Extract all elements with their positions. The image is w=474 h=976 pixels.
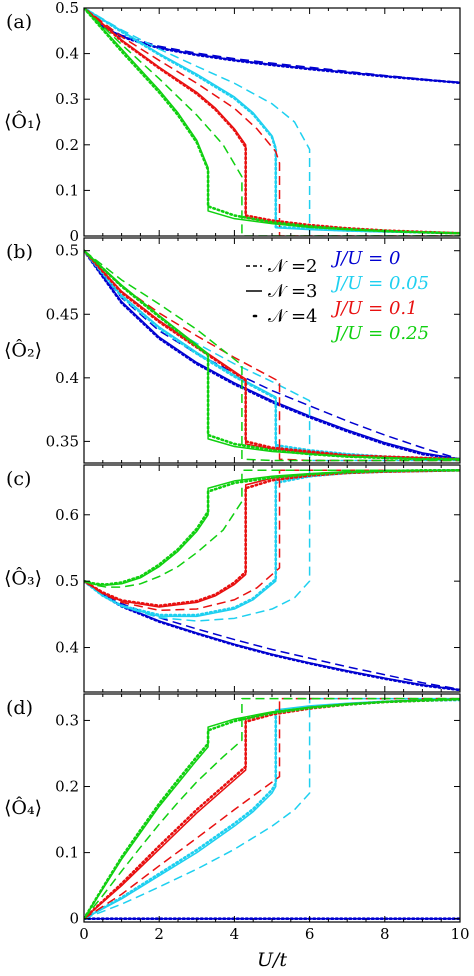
series-line [84,249,460,461]
y-tick-label: 0.1 [55,844,79,862]
series-line [84,469,460,586]
y-tick-label: 0.5 [55,0,79,17]
series-line [84,469,460,622]
panel-b: 0.35 0.4 0.45 0.5 (b) ⟨Ô₂⟩ [4,237,461,464]
series-line [84,249,460,461]
series-line [84,8,460,235]
series-group [84,8,460,236]
series-group [84,697,460,920]
series-line [84,697,460,920]
series-line [84,8,460,236]
series-line [84,469,460,608]
series-line [84,580,460,691]
series-line [84,8,460,236]
series-line [84,697,460,920]
y-tick-label: 0.35 [46,432,79,450]
series-line [84,469,460,608]
series-line [84,469,460,612]
y-tick-label: 0.5 [55,242,79,260]
y-tick-label: 0.45 [46,305,79,323]
panel-label: (d) [6,697,33,719]
series-line [84,580,460,691]
y-axis-label: ⟨Ô₄⟩ [4,796,42,819]
x-tick-label: 2 [154,925,164,943]
legend-series-label: J/U = 0.05 [330,273,429,294]
panel-label: (b) [6,241,33,263]
series-line [84,8,460,235]
legend-style-label: 𝒩 =4 [268,306,318,327]
y-tick-label: 0.6 [55,506,79,524]
series-group [84,249,460,462]
y-tick-label: 0.5 [55,572,79,590]
legend-series-label: J/U = 0.1 [330,298,418,319]
series-line [84,698,460,920]
y-tick-label: 0.3 [55,90,79,108]
y-axis-label: ⟨Ô₂⟩ [4,339,42,362]
y-tick-label: 0.2 [55,778,79,796]
x-axis-label: U/t [257,949,287,971]
legend-series-label: J/U = 0 [330,248,400,269]
y-axis-label: ⟨Ô₃⟩ [4,567,42,590]
x-tick-label: 10 [450,925,469,943]
series-line [84,250,460,460]
y-tick-label: 0 [69,227,79,245]
y-tick-label: 0.4 [55,369,79,387]
y-tick-label: 0.1 [55,181,79,199]
panel-label: (c) [6,468,31,490]
panel-d: 0 2 4 6 8 10 0 0.1 0.2 0.3 (d) ⟨Ô₄⟩ [4,693,470,943]
series-line [84,469,460,588]
series-line [84,8,460,236]
series-line [84,8,460,235]
series-line [84,469,460,617]
y-axis-label: ⟨Ô₁⟩ [4,110,42,133]
legend-style-label: 𝒩 =2 [268,256,318,277]
panel-a: 0 0.1 0.2 0.3 0.4 0.5 (a) ⟨Ô₁⟩ [4,0,461,245]
x-tick-label: 6 [305,925,315,943]
y-tick-label: 0 [69,910,79,928]
series-line [84,469,460,618]
legend-series-label: J/U = 0.25 [330,323,429,344]
x-tick-label: 8 [380,925,390,943]
legend: 𝒩 =2 𝒩 =3 𝒩 =4 J/U = 0 J/U = 0.05 J/U = 0.1 J/… [246,248,429,344]
series-group [84,469,460,692]
series-line [84,250,460,462]
series-line [84,469,460,586]
legend-style-label: 𝒩 =3 [268,281,318,302]
y-tick-label: 0.2 [55,136,79,154]
panel-label: (a) [6,11,32,33]
y-tick-label: 0.4 [55,45,79,63]
panel-c: 0.4 0.5 0.6 (c) ⟨Ô₃⟩ [4,464,461,693]
x-tick-label: 0 [79,925,89,943]
series-line [84,579,460,692]
y-tick-label: 0.4 [55,639,79,657]
y-tick-label: 0.3 [55,711,79,729]
x-tick-label: 4 [230,925,240,943]
